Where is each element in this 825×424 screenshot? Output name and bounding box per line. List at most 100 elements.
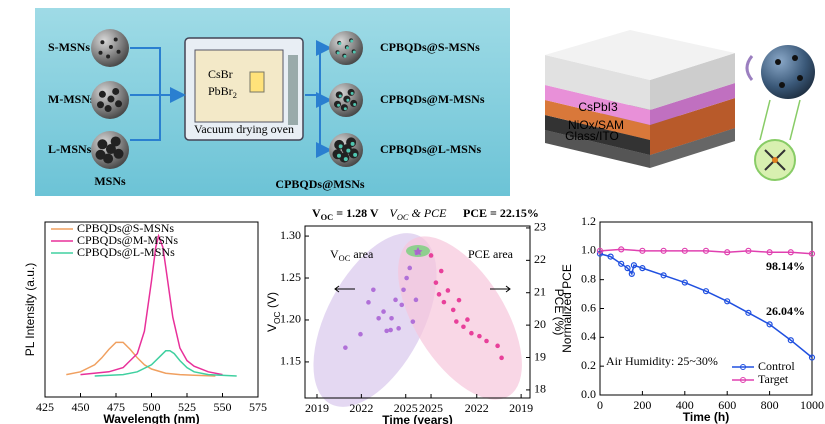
quantum-dot bbox=[344, 107, 347, 110]
pore bbox=[96, 150, 106, 160]
y-axis-label: Normalized PCE bbox=[560, 264, 574, 353]
pore bbox=[342, 144, 352, 154]
y2-tick-label: 19 bbox=[534, 349, 546, 363]
layer-label: CsPbI3 bbox=[578, 100, 618, 114]
y-axis-label-part: OC bbox=[272, 311, 282, 324]
pore bbox=[99, 91, 106, 98]
annotation: 98.14% bbox=[766, 259, 805, 273]
x-axis-label: Time (h) bbox=[683, 410, 729, 424]
x-tick-label: 425 bbox=[36, 400, 54, 414]
scatter-point bbox=[437, 292, 442, 297]
voc-annotation-part: = 1.28 V bbox=[333, 206, 379, 220]
quantum-dot bbox=[339, 94, 342, 97]
y-tick-label: 0.6 bbox=[581, 300, 596, 314]
y-tick-label: 1.25 bbox=[280, 270, 301, 284]
quantum-dot bbox=[353, 51, 356, 54]
scatter-point bbox=[396, 326, 401, 331]
pore bbox=[333, 149, 343, 159]
scatter-point bbox=[399, 303, 404, 308]
quantum-dot bbox=[338, 42, 341, 45]
output-label: CPBQDs@L-MSNs bbox=[380, 142, 481, 156]
scatter-point bbox=[393, 298, 398, 303]
quantum-dot bbox=[351, 142, 355, 146]
quantum-dot bbox=[353, 153, 357, 157]
input-label: L-MSNs bbox=[48, 142, 92, 156]
scatter-point bbox=[454, 319, 459, 324]
scatter-point bbox=[434, 280, 439, 285]
reagent-label-part: 2 bbox=[233, 91, 237, 100]
quantum-dot bbox=[337, 104, 340, 107]
pore bbox=[115, 100, 122, 107]
scatter-point bbox=[366, 300, 371, 305]
pore bbox=[106, 55, 110, 59]
scatter-point bbox=[401, 287, 406, 292]
y2-tick-label: 20 bbox=[534, 317, 546, 331]
pore bbox=[99, 51, 103, 55]
annotation: 26.04% bbox=[766, 304, 805, 318]
pore bbox=[114, 37, 118, 41]
oven-label: Vacuum drying oven bbox=[194, 122, 294, 136]
x-tick-label: 1000 bbox=[800, 398, 824, 412]
quantum-dot bbox=[353, 103, 356, 106]
x-tick-label: 2019 bbox=[305, 401, 329, 415]
voc-annotation: VOC = 1.28 V bbox=[312, 206, 379, 223]
scatter-point bbox=[461, 324, 466, 329]
y-axis-label-part: (V) bbox=[265, 292, 279, 311]
chart-title-part: OC bbox=[397, 213, 409, 222]
pore bbox=[109, 45, 113, 49]
output-label: CPBQDs@S-MSNs bbox=[380, 40, 480, 54]
y-tick-label: 1.30 bbox=[280, 228, 301, 242]
outputs-caption: CPBQDs@MSNs bbox=[275, 177, 364, 191]
scatter-point bbox=[439, 269, 444, 274]
chart-title: VOC & PCE bbox=[390, 206, 448, 223]
scatter-point bbox=[414, 298, 419, 303]
x-axis-label: Time (years) bbox=[382, 413, 452, 424]
pore bbox=[105, 105, 112, 112]
quantum-dot bbox=[343, 55, 346, 58]
series-line bbox=[95, 351, 237, 376]
x-tick-label: 800 bbox=[761, 398, 779, 412]
quantum-dot bbox=[337, 51, 340, 54]
region-label-part: V bbox=[330, 247, 339, 261]
x-tick-label: 0 bbox=[597, 398, 603, 412]
region-label: PCE area bbox=[468, 247, 514, 261]
scatter-point bbox=[499, 356, 504, 361]
output-label: CPBQDs@M-MSNs bbox=[380, 92, 485, 106]
y-axis-label-part: V bbox=[265, 324, 279, 332]
voc-annotation-part: OC bbox=[321, 213, 334, 222]
y-tick-label: 0.2 bbox=[581, 358, 596, 372]
quantum-dot bbox=[346, 149, 350, 153]
scatter-point bbox=[389, 316, 394, 321]
x-tick-label: 2019 bbox=[509, 401, 533, 415]
quantum-dot bbox=[351, 92, 354, 95]
y-tick-label: 1.2 bbox=[581, 214, 596, 228]
y2-tick-label: 22 bbox=[534, 252, 546, 266]
region-label-part: area bbox=[350, 247, 374, 261]
y-tick-label: 1.0 bbox=[581, 243, 596, 257]
annotation: Air Humidity: 25~30% bbox=[606, 354, 718, 368]
voc-annotation-part: V bbox=[312, 206, 321, 220]
scatter-point bbox=[388, 328, 393, 333]
scatter-point bbox=[457, 298, 462, 303]
scatter-point bbox=[442, 300, 447, 305]
scatter-point bbox=[429, 253, 434, 258]
scatter-point bbox=[376, 316, 381, 321]
y2-tick-label: 18 bbox=[534, 382, 546, 396]
y2-tick-label: 21 bbox=[534, 284, 546, 298]
reagent-label-part: PbBr bbox=[208, 84, 233, 98]
scatter-point bbox=[407, 266, 412, 271]
legend-label: Control bbox=[758, 359, 795, 373]
scatter-point bbox=[343, 345, 348, 350]
pore bbox=[97, 101, 104, 108]
x-axis-label: Wavelength (nm) bbox=[103, 412, 199, 424]
y-tick-label: 0.0 bbox=[581, 387, 596, 401]
y-tick-label: 0.8 bbox=[581, 271, 596, 285]
pce-annotation: PCE = 22.15% bbox=[463, 206, 539, 220]
pore bbox=[106, 144, 116, 154]
scatter-point bbox=[446, 288, 451, 293]
input-label: S-MSNs bbox=[48, 40, 90, 54]
y-tick-label: 1.20 bbox=[280, 312, 301, 326]
region-label-part: OC bbox=[339, 254, 351, 263]
x-tick-label: 575 bbox=[249, 400, 267, 414]
y-axis-label: VOC (V) bbox=[265, 292, 282, 332]
